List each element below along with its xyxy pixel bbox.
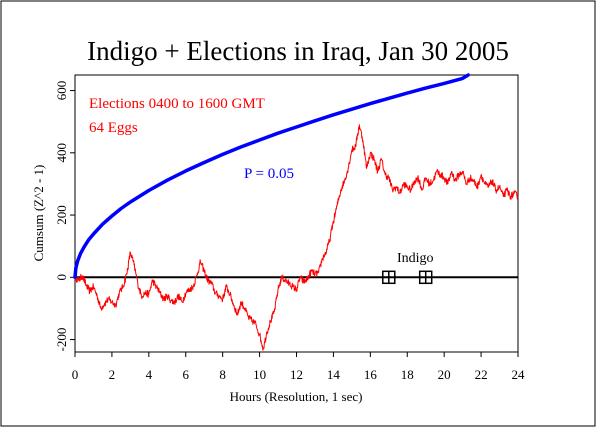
x-tick-label-9: 18 [401, 367, 414, 382]
x-tick-label-12: 24 [512, 367, 526, 382]
y-tick-label-0: -200 [54, 328, 69, 352]
x-tick-label-7: 14 [327, 367, 341, 382]
chart-title: Indigo + Elections in Iraq, Jan 30 2005 [87, 36, 509, 66]
y-tick-label-4: 600 [54, 81, 69, 101]
annotation-indigo: Indigo [397, 251, 434, 266]
x-tick-label-5: 10 [253, 367, 266, 382]
y-axis-label: Cumsum (Z^2 - 1) [31, 165, 46, 262]
annotation-p-value: P = 0.05 [244, 166, 294, 182]
y-tick-label-1: 0 [54, 274, 69, 281]
series-layer [73, 73, 519, 351]
x-tick-label-6: 12 [290, 367, 303, 382]
series-cumsum-line [74, 124, 519, 351]
y-tick-label-3: 400 [54, 143, 69, 163]
series-p05-envelope-line [73, 73, 470, 280]
x-tick-label-11: 22 [475, 367, 488, 382]
x-axis-label: Hours (Resolution, 1 sec) [230, 389, 363, 404]
x-tick-label-8: 16 [364, 367, 378, 382]
x-tick-label-4: 8 [219, 367, 226, 382]
x-tick-label-0: 0 [72, 367, 79, 382]
x-tick-label-3: 6 [183, 367, 190, 382]
indigo-marker-1 [418, 270, 433, 285]
x-tick-label-10: 20 [438, 367, 451, 382]
x-tick-label-2: 4 [146, 367, 153, 382]
marker-layer [382, 270, 433, 285]
annotation-egg-count: 64 Eggs [89, 120, 138, 136]
x-tick-label-1: 2 [109, 367, 116, 382]
annotation-elections-window: Elections 0400 to 1600 GMT [89, 96, 265, 112]
indigo-marker-0 [382, 270, 396, 285]
y-tick-label-2: 200 [54, 205, 69, 225]
